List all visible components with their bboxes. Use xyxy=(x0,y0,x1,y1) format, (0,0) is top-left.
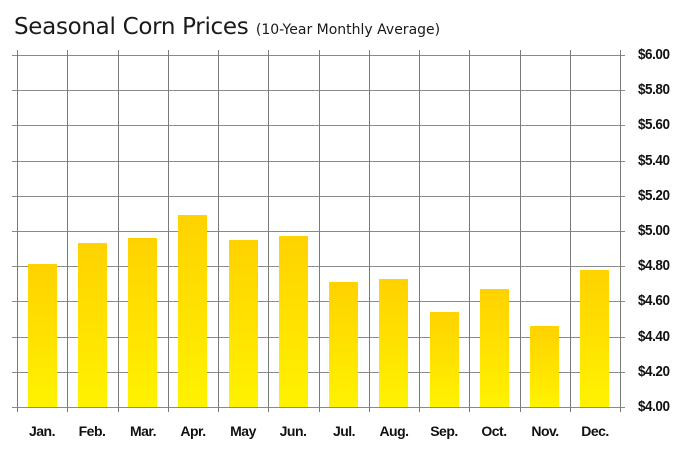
x-tick-label: May xyxy=(230,423,256,439)
gridline-vertical xyxy=(218,50,219,412)
bar-mar xyxy=(128,238,157,407)
gridline-horizontal xyxy=(12,196,625,197)
gridline-horizontal xyxy=(12,90,625,91)
y-tick-label: $5.60 xyxy=(638,116,670,133)
x-tick-label: Jun. xyxy=(279,423,307,439)
gridline-horizontal xyxy=(12,266,625,267)
bar-oct xyxy=(480,289,509,407)
gridline-vertical xyxy=(520,50,521,412)
gridline-horizontal xyxy=(12,55,625,56)
bar-may xyxy=(229,240,258,407)
gridline-vertical xyxy=(319,50,320,412)
chart-title: Seasonal Corn Prices (10-Year Monthly Av… xyxy=(14,14,440,40)
gridline-vertical xyxy=(469,50,470,412)
gridline-horizontal xyxy=(12,125,625,126)
x-tick-label: Sep. xyxy=(430,423,458,439)
x-tick-label: Nov. xyxy=(531,423,559,439)
y-tick-label: $5.80 xyxy=(638,81,670,98)
y-tick-label: $5.20 xyxy=(638,187,670,204)
gridline-vertical xyxy=(118,50,119,412)
x-tick-label: Jan. xyxy=(28,423,56,439)
bar-sep xyxy=(430,312,459,407)
gridline-horizontal xyxy=(12,337,625,338)
gridline-horizontal xyxy=(12,161,625,162)
bar-jan xyxy=(28,264,57,407)
x-tick-label: Jul. xyxy=(332,423,356,439)
gridline-vertical xyxy=(168,50,169,412)
bar-dec xyxy=(580,270,609,407)
bar-aug xyxy=(379,279,408,407)
gridline-horizontal xyxy=(12,231,625,232)
chart-subtitle: (10-Year Monthly Average) xyxy=(255,22,441,38)
bar-jun xyxy=(279,236,308,407)
gridline-vertical xyxy=(67,50,68,412)
chart-title-main: Seasonal Corn Prices xyxy=(14,14,249,40)
gridline-horizontal xyxy=(12,372,625,373)
gridline-vertical xyxy=(17,50,18,412)
y-tick-label: $4.40 xyxy=(638,328,670,345)
bar-nov xyxy=(530,326,559,407)
y-tick-label: $4.00 xyxy=(638,398,670,415)
x-tick-label: Apr. xyxy=(180,423,206,439)
y-tick-label: $4.80 xyxy=(638,257,670,274)
gridline-vertical xyxy=(419,50,420,412)
x-tick-label: Feb. xyxy=(78,423,106,439)
gridline-horizontal xyxy=(12,407,625,408)
x-tick-label: Aug. xyxy=(379,423,409,439)
gridline-horizontal xyxy=(12,301,625,302)
y-tick-label: $4.20 xyxy=(638,363,670,380)
gridline-vertical xyxy=(620,50,621,412)
y-tick-label: $4.60 xyxy=(638,292,670,309)
gridline-vertical xyxy=(570,50,571,412)
y-tick-label: $5.00 xyxy=(638,222,670,239)
gridline-vertical xyxy=(268,50,269,412)
bar-jul xyxy=(329,282,358,407)
bar-feb xyxy=(78,243,107,407)
y-tick-label: $6.00 xyxy=(638,46,670,63)
x-tick-label: Mar. xyxy=(129,423,157,439)
x-tick-label: Oct. xyxy=(481,423,507,439)
bar-apr xyxy=(178,215,207,407)
gridline-vertical xyxy=(369,50,370,412)
x-tick-label: Dec. xyxy=(581,423,609,439)
y-tick-label: $5.40 xyxy=(638,152,670,169)
